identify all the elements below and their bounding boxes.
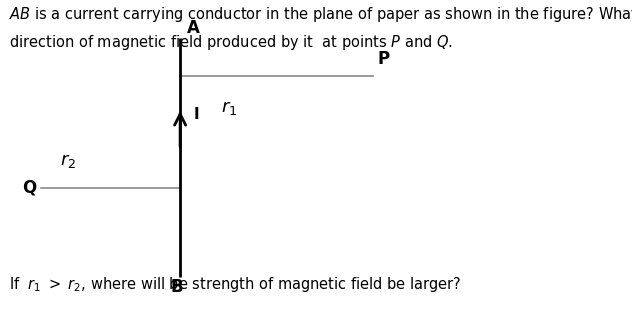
- Text: I: I: [194, 107, 200, 122]
- Text: A: A: [186, 18, 199, 37]
- Text: $r_1$: $r_1$: [221, 99, 238, 117]
- Text: $\it{AB}$ is a current carrying conductor in the plane of paper as shown in the : $\it{AB}$ is a current carrying conducto…: [9, 5, 632, 24]
- Text: B: B: [171, 278, 183, 296]
- Text: Q: Q: [21, 179, 36, 197]
- Text: P: P: [378, 50, 390, 68]
- Text: If  $\it{r_1}$ $>$ $\it{r_2}$, where will be strength of magnetic field be large: If $\it{r_1}$ $>$ $\it{r_2}$, where will…: [9, 275, 462, 294]
- Text: direction of magnetic field produced by it  at points $\it{P}$ and $\it{Q}$.: direction of magnetic field produced by …: [9, 33, 453, 52]
- Text: $r_2$: $r_2$: [60, 152, 76, 170]
